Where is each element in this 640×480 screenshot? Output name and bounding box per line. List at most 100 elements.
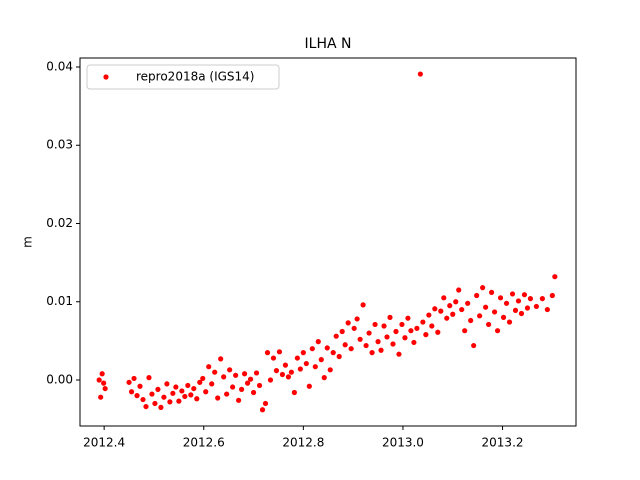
point: [456, 287, 462, 293]
point: [491, 309, 498, 315]
point: [264, 350, 271, 356]
point: [247, 376, 254, 382]
point: [527, 296, 534, 302]
point: [360, 302, 366, 308]
x-tick-label: 2012.4: [83, 436, 125, 450]
point: [306, 383, 312, 389]
point: [194, 396, 200, 402]
point: [533, 303, 540, 310]
point: [345, 320, 351, 326]
point: [285, 374, 292, 380]
point: [161, 394, 167, 400]
point: [321, 375, 327, 381]
point: [471, 342, 477, 349]
point: [369, 350, 375, 356]
point: [521, 292, 528, 298]
point: [483, 304, 489, 310]
point: [462, 328, 468, 334]
point: [444, 315, 450, 321]
point: [399, 321, 405, 328]
point: [417, 71, 423, 77]
x-tick-label: 2013.0: [382, 436, 424, 450]
point: [102, 385, 108, 392]
point: [300, 350, 306, 356]
point: [291, 389, 297, 396]
point: [197, 379, 203, 385]
point: [221, 374, 227, 380]
point: [176, 398, 182, 404]
point: [101, 380, 107, 386]
point: [262, 400, 269, 407]
point: [303, 360, 309, 367]
x-tick-label: 2012.8: [282, 436, 324, 450]
point: [146, 375, 152, 381]
point: [327, 367, 333, 373]
point: [435, 329, 441, 335]
point: [227, 367, 233, 373]
point: [480, 285, 486, 291]
point: [236, 397, 242, 403]
point: [552, 274, 558, 280]
legend-marker: [103, 74, 109, 80]
point: [468, 317, 474, 324]
point: [312, 364, 318, 370]
point: [152, 400, 158, 407]
point: [143, 403, 149, 410]
point: [233, 372, 239, 378]
point: [126, 379, 132, 385]
point: [488, 289, 495, 295]
point: [396, 351, 402, 357]
point: [459, 306, 465, 313]
point: [494, 328, 501, 334]
point: [339, 328, 345, 335]
point: [390, 341, 396, 347]
point: [250, 389, 257, 396]
point: [131, 375, 137, 382]
point: [333, 333, 339, 339]
point: [241, 371, 248, 377]
point: [288, 369, 294, 375]
point: [238, 386, 245, 392]
point: [405, 315, 411, 321]
point: [402, 335, 408, 341]
point: [297, 366, 303, 372]
point: [506, 319, 513, 325]
point: [375, 339, 381, 345]
point: [429, 323, 435, 329]
point: [256, 382, 263, 389]
point: [384, 334, 390, 340]
point: [363, 342, 369, 349]
point: [279, 371, 286, 378]
point: [438, 308, 444, 314]
point: [524, 305, 531, 311]
point: [173, 384, 179, 390]
point: [179, 388, 185, 394]
point: [408, 328, 414, 334]
point: [170, 390, 176, 396]
point: [267, 377, 274, 383]
point: [206, 364, 212, 370]
point: [330, 350, 336, 356]
point: [282, 362, 289, 368]
point: [273, 368, 280, 374]
point: [426, 312, 432, 318]
point: [477, 313, 483, 319]
point: [134, 393, 140, 399]
chart-title: ILHA N: [305, 36, 352, 52]
point: [276, 349, 283, 355]
point: [342, 342, 348, 348]
point: [200, 375, 206, 382]
point: [500, 314, 507, 320]
point: [357, 336, 363, 342]
point: [539, 296, 545, 302]
point: [137, 383, 143, 389]
point: [348, 346, 354, 352]
point: [318, 357, 324, 363]
point: [155, 386, 161, 392]
point: [423, 332, 429, 338]
point: [128, 389, 135, 395]
y-tick-label: 0.03: [46, 138, 73, 152]
point: [414, 325, 420, 331]
point: [167, 399, 173, 405]
y-axis-label: m: [21, 236, 35, 248]
